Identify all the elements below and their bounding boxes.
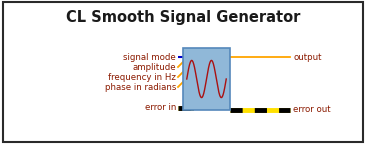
Text: CL Smooth Signal Generator: CL Smooth Signal Generator bbox=[66, 10, 300, 25]
FancyBboxPatch shape bbox=[183, 48, 230, 110]
Text: error in: error in bbox=[145, 104, 176, 113]
Text: error out: error out bbox=[293, 106, 330, 114]
Text: output: output bbox=[293, 53, 321, 61]
Text: frequency in Hz: frequency in Hz bbox=[108, 73, 176, 81]
Text: phase in radians: phase in radians bbox=[105, 82, 176, 92]
Text: signal mode: signal mode bbox=[123, 53, 176, 61]
Text: amplitude: amplitude bbox=[132, 62, 176, 72]
